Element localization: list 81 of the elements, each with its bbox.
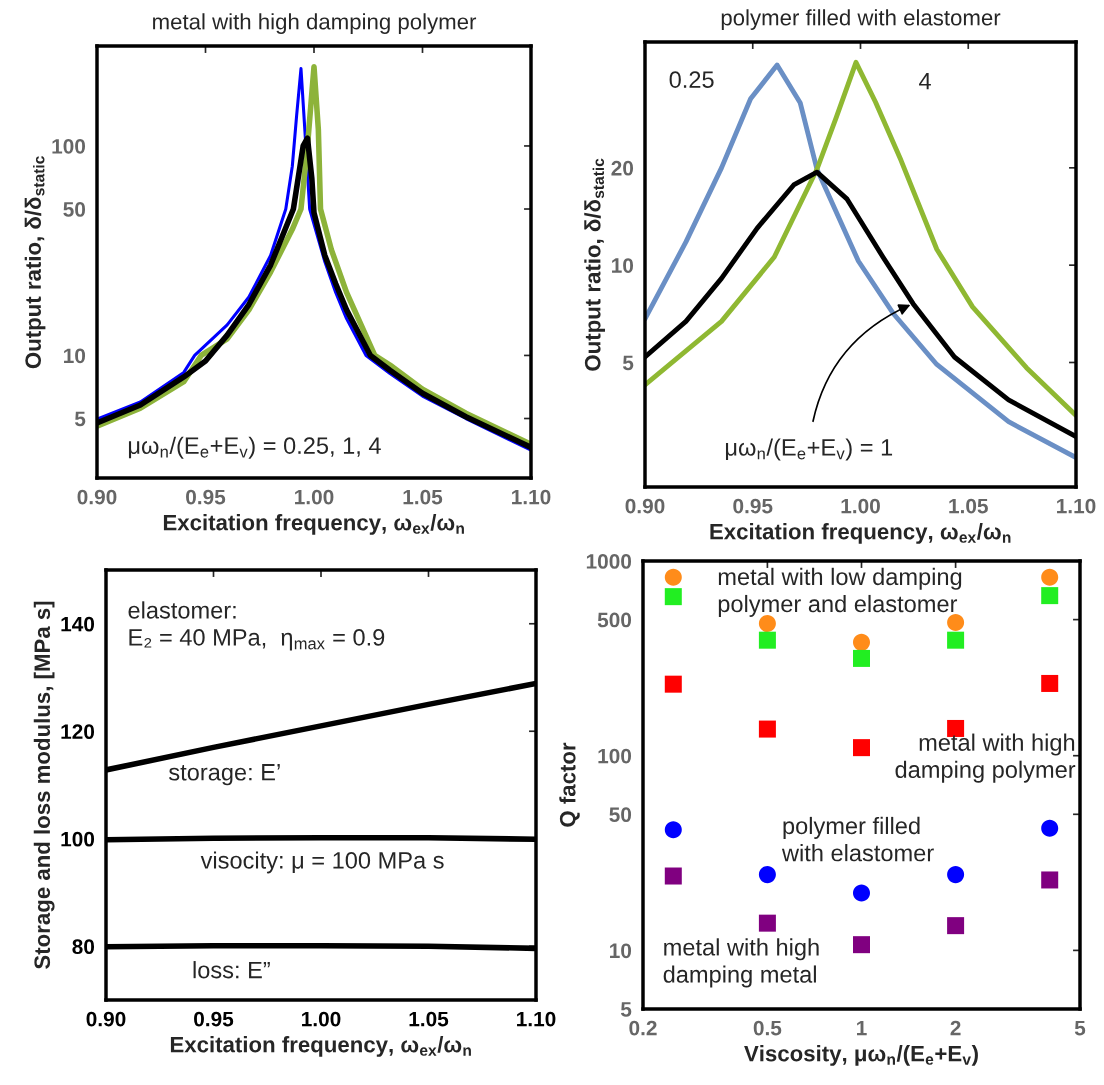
point [852,884,871,902]
y-axis-title: Storage and loss modulus, [MPa s] [33,601,55,969]
point [1041,819,1059,837]
y-axis-title: Q factor [559,742,580,827]
x-tick-label: 0.90 [625,498,665,514]
x-tick-label: 0.95 [733,498,773,514]
annotation: μω$_{n}$/(E$_{e}$+E$_{v}$) = 1 [725,438,893,461]
x-tick-label: 0.5 [753,1020,782,1036]
x-tick-label: 0.2 [629,1020,657,1036]
y-tick-label: 140 [61,616,95,632]
annotation: polymer filled with elastomer [781,816,934,862]
point [758,720,776,738]
annotation: elastomer: E₂ = 40 MPa, η$_{max}$ = 0.9 [128,601,385,651]
point [947,917,965,935]
annotation: metal with low damping polymer and elastomer [718,567,962,617]
x-tick-label: 1 [857,1020,867,1036]
point [947,631,965,649]
y-tick-label: 20 [611,160,634,176]
y-tick-label: 500 [597,612,632,628]
y-tick-label: 100 [61,831,95,847]
annotation: 0.25 [669,71,714,88]
y-tick-label: 50 [609,807,632,823]
x-tick-label: 2 [950,1020,961,1036]
x-tick-label: 1.05 [409,1011,449,1027]
y-tick-label: 100 [598,748,632,764]
x-tick-label: 1.00 [302,1011,341,1027]
x-tick-label: 5 [1074,1020,1086,1036]
y-tick-label: 1000 [586,554,632,569]
point [852,936,871,954]
point [758,914,776,932]
y-tick-label: 5 [622,355,634,371]
point [1041,871,1059,889]
y-tick-label: 120 [61,724,95,739]
x-tick-label: 1.00 [295,489,334,505]
point [758,866,776,884]
point [758,631,776,649]
x-axis-title: Excitation frequency, ω$_{ex}$/ω$_{n}$ [163,514,464,535]
x-tick-label: 0.95 [186,489,226,505]
y-axis-title: Output ratio, δ/δ$_{static}$ [584,158,605,371]
x-tick-label: 0.90 [86,1011,126,1027]
annotation: 4 [919,73,931,90]
x-tick-label: 1.10 [512,489,551,505]
point [664,588,682,606]
point [947,866,965,884]
point [1041,674,1059,692]
point [852,649,871,667]
y-tick-label: 5 [74,411,86,427]
point [664,675,682,693]
annotation: visocity: μ = 100 MPa s [200,851,444,874]
y-tick-label: 10 [610,943,632,959]
point [1041,568,1059,586]
chart-title: metal with high damping polymer [153,13,477,34]
annotation: loss: E” [193,961,270,979]
point [664,867,682,885]
point [852,633,871,651]
x-tick-label: 1.10 [1057,498,1096,514]
x-axis-title: Excitation frequency, ω$_{ex}$/ω$_{n}$ [710,523,1011,544]
y-tick-label: 10 [64,348,86,364]
chart-title: polymer filled with elastomer [721,9,1001,30]
x-tick-label: 1.10 [517,1011,556,1027]
y-tick-label: 80 [72,939,95,954]
annotation: metal with high damping polymer [895,733,1076,783]
point [852,739,871,757]
point [1041,587,1059,605]
point [947,614,965,632]
x-tick-label: 1.05 [949,498,988,514]
x-tick-label: 0.95 [194,1011,234,1027]
x-tick-label: 1.05 [403,489,443,505]
y-tick-label: 100 [52,138,86,154]
y-tick-label: 50 [63,202,86,217]
annotation: storage: E’ [169,764,280,786]
x-tick-label: 0.90 [77,489,117,505]
point [664,568,682,586]
x-axis-title: Excitation frequency, ω$_{ex}$/ω$_{n}$ [170,1036,471,1057]
y-tick-label: 10 [612,258,634,273]
annotation: μω$_{n}$/(E$_{e}$+E$_{v}$) = 0.25, 1, 4 [128,436,381,459]
y-axis-title: Output ratio, δ/δ$_{static}$ [24,156,46,369]
x-axis-title: Viscosity, μω$_{n}$/(E$_{e}$+E$_{v}$) [744,1045,978,1066]
annotation: metal with high damping metal [663,938,819,988]
point [664,821,682,839]
x-tick-label: 1.00 [841,498,880,514]
